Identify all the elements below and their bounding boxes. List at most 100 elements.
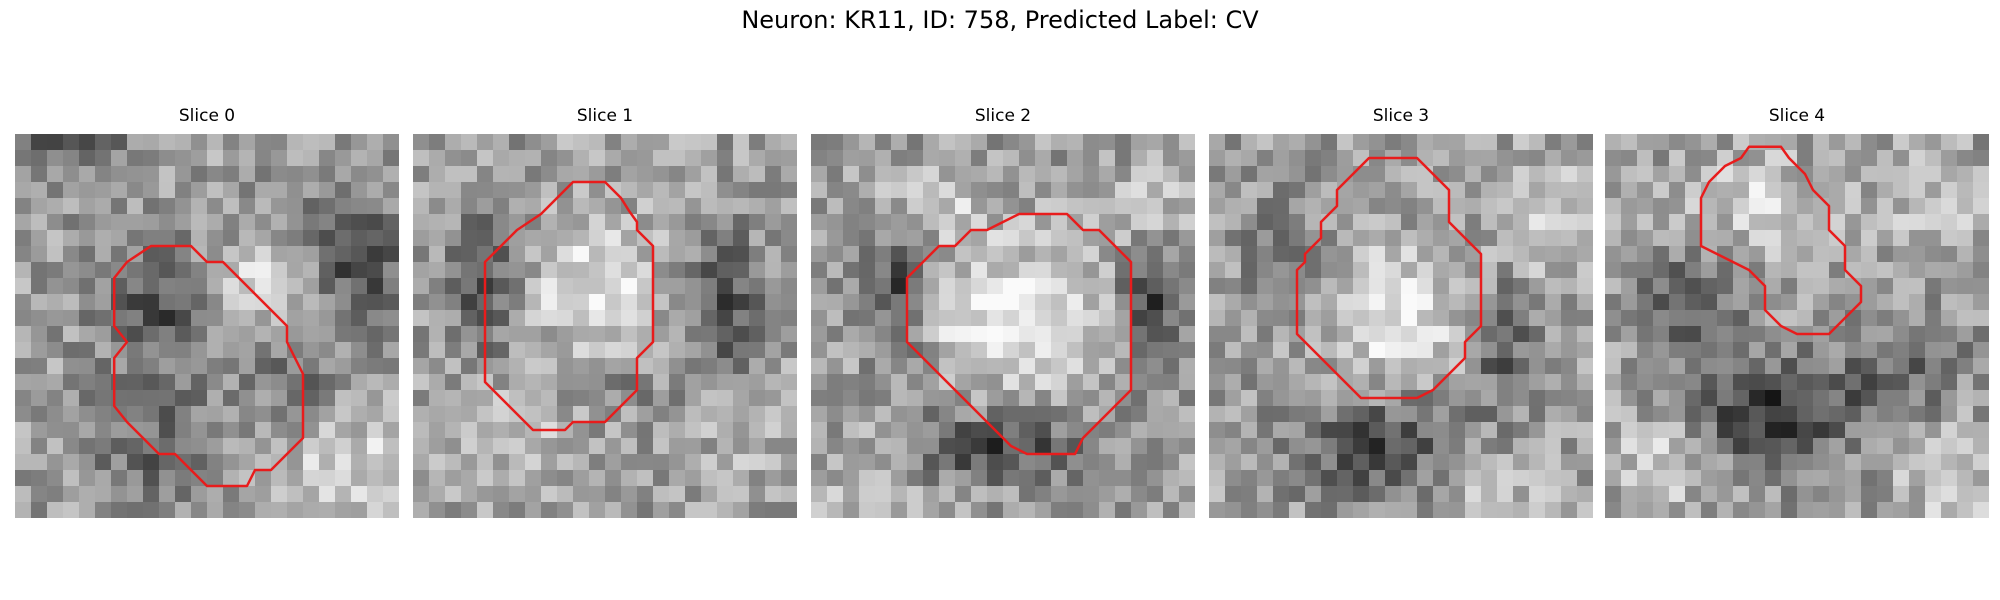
image-pixel <box>1273 326 1289 342</box>
image-pixel <box>717 470 733 486</box>
image-pixel <box>1273 342 1289 358</box>
image-pixel <box>605 438 621 454</box>
image-pixel <box>127 214 143 230</box>
image-pixel <box>827 246 843 262</box>
image-pixel <box>765 438 781 454</box>
image-pixel <box>1733 342 1749 358</box>
image-pixel <box>1147 166 1163 182</box>
image-pixel <box>749 214 765 230</box>
image-pixel <box>1099 470 1115 486</box>
image-pixel <box>31 166 47 182</box>
image-pixel <box>653 262 669 278</box>
image-pixel <box>669 278 685 294</box>
image-pixel <box>493 134 509 150</box>
image-pixel <box>1385 454 1401 470</box>
image-pixel <box>1973 294 1989 310</box>
image-pixel <box>1941 470 1957 486</box>
image-pixel <box>175 278 191 294</box>
image-pixel <box>1099 214 1115 230</box>
image-pixel <box>79 262 95 278</box>
image-pixel <box>127 358 143 374</box>
image-pixel <box>1337 390 1353 406</box>
image-pixel <box>589 438 605 454</box>
image-pixel <box>685 278 701 294</box>
image-pixel <box>1401 230 1417 246</box>
roi-contour <box>1295 156 1483 400</box>
image-pixel <box>1353 166 1369 182</box>
image-pixel <box>1877 278 1893 294</box>
image-pixel <box>1225 454 1241 470</box>
image-pixel <box>1241 358 1257 374</box>
image-pixel <box>95 262 111 278</box>
image-pixel <box>1179 262 1195 278</box>
image-pixel <box>605 326 621 342</box>
image-pixel <box>1513 166 1529 182</box>
image-pixel <box>127 502 143 518</box>
image-pixel <box>1605 422 1621 438</box>
image-pixel <box>1067 374 1083 390</box>
image-pixel <box>1433 134 1449 150</box>
image-pixel <box>1417 182 1433 198</box>
image-pixel <box>971 182 987 198</box>
image-pixel <box>1861 486 1877 502</box>
image-pixel <box>717 198 733 214</box>
image-pixel <box>319 230 335 246</box>
image-pixel <box>653 502 669 518</box>
image-pixel <box>1433 390 1449 406</box>
image-pixel <box>1289 214 1305 230</box>
image-pixel <box>207 198 223 214</box>
image-pixel <box>1163 438 1179 454</box>
image-pixel <box>271 502 287 518</box>
image-pixel <box>319 470 335 486</box>
image-pixel <box>1497 310 1513 326</box>
image-pixel <box>1099 502 1115 518</box>
image-pixel <box>525 486 541 502</box>
image-pixel <box>1909 390 1925 406</box>
image-pixel <box>191 182 207 198</box>
image-pixel <box>557 134 573 150</box>
image-pixel <box>47 342 63 358</box>
image-pixel <box>191 326 207 342</box>
image-pixel <box>669 486 685 502</box>
image-pixel <box>1765 470 1781 486</box>
image-pixel <box>95 422 111 438</box>
image-pixel <box>1337 214 1353 230</box>
image-pixel <box>589 214 605 230</box>
image-pixel <box>1147 486 1163 502</box>
image-pixel <box>1481 326 1497 342</box>
image-pixel <box>669 166 685 182</box>
image-pixel <box>685 358 701 374</box>
image-pixel <box>1225 358 1241 374</box>
image-pixel <box>875 438 891 454</box>
image-pixel <box>1115 406 1131 422</box>
image-pixel <box>1099 374 1115 390</box>
image-pixel <box>1497 390 1513 406</box>
image-pixel <box>303 310 319 326</box>
image-pixel <box>1225 502 1241 518</box>
image-pixel <box>525 342 541 358</box>
image-pixel <box>1147 294 1163 310</box>
image-pixel <box>1845 470 1861 486</box>
image-pixel <box>1717 406 1733 422</box>
image-pixel <box>1685 262 1701 278</box>
image-pixel <box>907 374 923 390</box>
image-pixel <box>429 150 445 166</box>
image-pixel <box>1529 150 1545 166</box>
image-pixel <box>383 470 399 486</box>
image-pixel <box>1701 230 1717 246</box>
image-pixel <box>1621 294 1637 310</box>
image-pixel <box>1083 358 1099 374</box>
image-pixel <box>493 230 509 246</box>
image-pixel <box>971 470 987 486</box>
image-pixel <box>175 406 191 422</box>
image-pixel <box>907 438 923 454</box>
image-pixel <box>1669 182 1685 198</box>
image-pixel <box>781 182 797 198</box>
image-pixel <box>303 374 319 390</box>
image-pixel <box>413 470 429 486</box>
image-pixel <box>605 262 621 278</box>
image-pixel <box>31 406 47 422</box>
image-pixel <box>159 214 175 230</box>
image-pixel <box>1465 310 1481 326</box>
image-pixel <box>1749 150 1765 166</box>
